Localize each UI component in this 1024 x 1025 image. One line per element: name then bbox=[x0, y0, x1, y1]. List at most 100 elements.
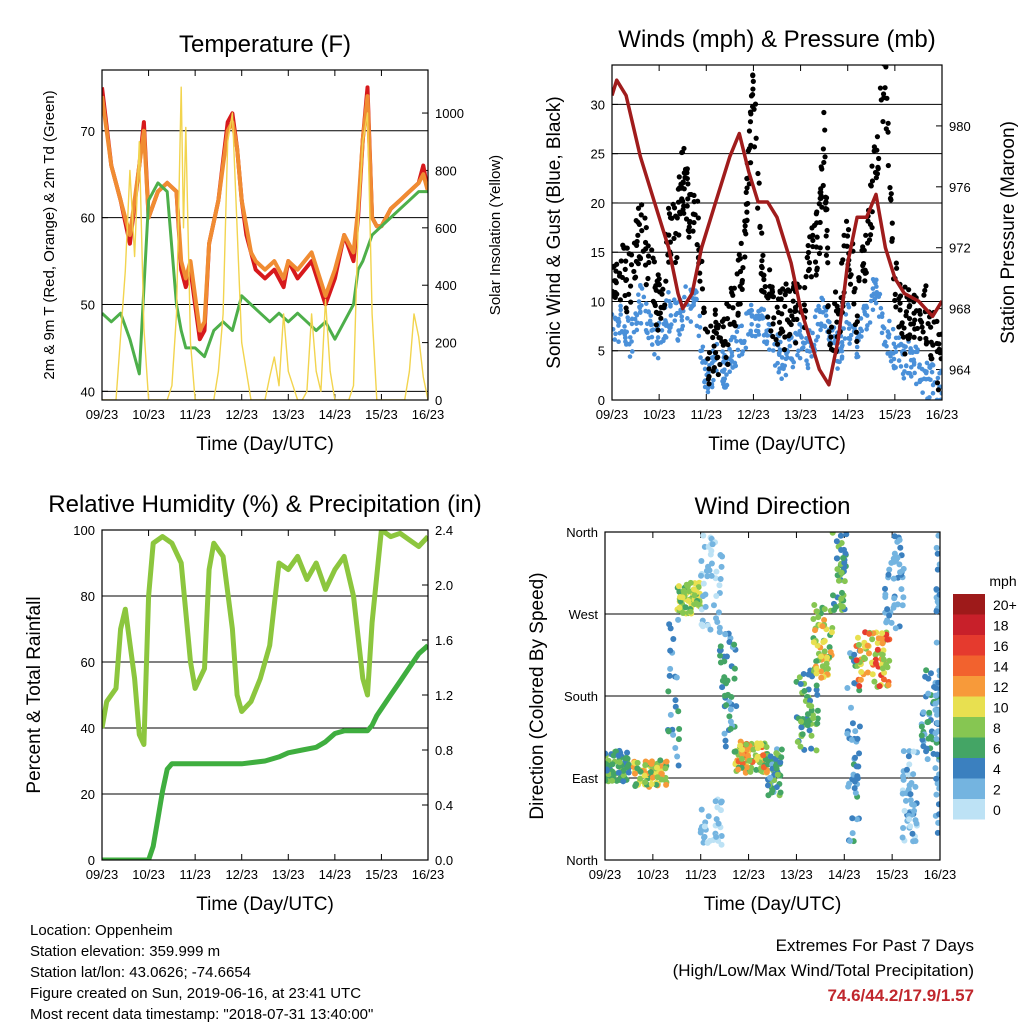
data-point bbox=[903, 344, 908, 350]
data-point bbox=[756, 323, 761, 329]
data-point bbox=[676, 174, 682, 180]
data-point bbox=[886, 566, 893, 573]
plot-frame bbox=[101, 69, 429, 401]
data-point bbox=[823, 313, 829, 318]
data-point bbox=[644, 321, 650, 327]
data-point bbox=[706, 370, 711, 375]
data-point bbox=[643, 246, 649, 252]
data-point bbox=[936, 331, 942, 338]
data-point bbox=[775, 296, 782, 302]
x-tick-label: 12/23 bbox=[225, 867, 258, 882]
elevation-text: Station elevation: 359.999 m bbox=[30, 943, 221, 960]
data-point bbox=[785, 355, 790, 360]
colorbar-label: 6 bbox=[993, 741, 1001, 757]
data-point bbox=[813, 272, 819, 278]
data-point bbox=[672, 744, 679, 751]
data-point bbox=[786, 288, 793, 294]
data-point bbox=[665, 205, 672, 211]
data-point bbox=[628, 252, 635, 258]
data-point bbox=[820, 182, 826, 189]
data-point bbox=[718, 832, 725, 839]
data-point bbox=[936, 771, 940, 778]
data-point bbox=[876, 294, 882, 300]
data-point bbox=[756, 332, 762, 337]
colorbar-label: 4 bbox=[993, 761, 1001, 777]
data-point bbox=[896, 536, 903, 543]
data-point bbox=[710, 368, 716, 374]
data-point bbox=[729, 353, 735, 358]
data-point bbox=[649, 342, 655, 347]
data-point bbox=[648, 781, 655, 788]
data-point bbox=[901, 375, 907, 381]
data-point bbox=[626, 291, 632, 297]
data-point bbox=[919, 324, 925, 330]
data-point bbox=[706, 349, 713, 356]
data-point bbox=[902, 284, 908, 290]
data-point bbox=[909, 830, 916, 837]
y-tick-label: 20 bbox=[81, 787, 95, 802]
data-point bbox=[854, 634, 861, 641]
data-point bbox=[893, 260, 899, 266]
data-point bbox=[713, 330, 720, 336]
y2-tick-label: 0.0 bbox=[435, 853, 453, 868]
data-point bbox=[673, 213, 679, 219]
data-point bbox=[695, 198, 701, 204]
data-point bbox=[803, 274, 809, 280]
data-point bbox=[907, 791, 914, 798]
data-point bbox=[903, 313, 909, 319]
data-point bbox=[761, 315, 767, 320]
y2-axis-label: Solar Insolation (Yellow) bbox=[487, 155, 504, 315]
data-point bbox=[615, 769, 622, 776]
x-tick-label: 13/23 bbox=[272, 407, 305, 422]
data-point bbox=[624, 749, 631, 756]
data-point bbox=[705, 813, 712, 820]
data-point bbox=[934, 719, 940, 726]
data-point bbox=[936, 667, 940, 674]
data-point bbox=[658, 770, 665, 777]
data-point bbox=[645, 275, 651, 282]
data-point bbox=[889, 220, 895, 226]
data-point bbox=[932, 692, 939, 699]
y2-tick-label: 1.2 bbox=[435, 688, 453, 703]
data-point bbox=[807, 697, 814, 704]
data-point bbox=[719, 684, 726, 691]
data-point bbox=[930, 342, 936, 348]
data-point bbox=[720, 324, 726, 330]
data-point bbox=[858, 669, 865, 676]
data-point bbox=[757, 308, 763, 313]
data-point bbox=[822, 127, 828, 133]
data-point bbox=[814, 720, 821, 727]
data-point bbox=[712, 311, 718, 317]
chart-title: Temperature (F) bbox=[179, 31, 351, 58]
data-point bbox=[905, 771, 912, 778]
data-point bbox=[817, 219, 823, 226]
data-point bbox=[917, 311, 923, 317]
data-point bbox=[933, 791, 940, 798]
data-point bbox=[742, 254, 748, 260]
data-point bbox=[866, 650, 873, 657]
data-point bbox=[779, 355, 785, 360]
data-point bbox=[818, 653, 825, 660]
data-point bbox=[649, 247, 655, 253]
data-point bbox=[882, 339, 888, 345]
data-point bbox=[707, 626, 714, 633]
data-point bbox=[787, 308, 793, 314]
data-point bbox=[814, 691, 821, 698]
data-point bbox=[937, 350, 942, 356]
data-point bbox=[643, 308, 648, 314]
data-point bbox=[880, 676, 887, 683]
data-point bbox=[761, 307, 767, 313]
data-point bbox=[748, 93, 755, 99]
data-point bbox=[718, 563, 725, 570]
data-point bbox=[701, 834, 708, 841]
data-point bbox=[686, 228, 692, 235]
data-point bbox=[612, 337, 618, 342]
data-point bbox=[787, 343, 793, 349]
data-point bbox=[924, 756, 931, 763]
data-point bbox=[631, 268, 637, 275]
data-point bbox=[808, 745, 815, 752]
data-point bbox=[729, 350, 735, 355]
data-point bbox=[739, 751, 746, 758]
data-point bbox=[774, 771, 781, 778]
data-point bbox=[721, 692, 728, 699]
